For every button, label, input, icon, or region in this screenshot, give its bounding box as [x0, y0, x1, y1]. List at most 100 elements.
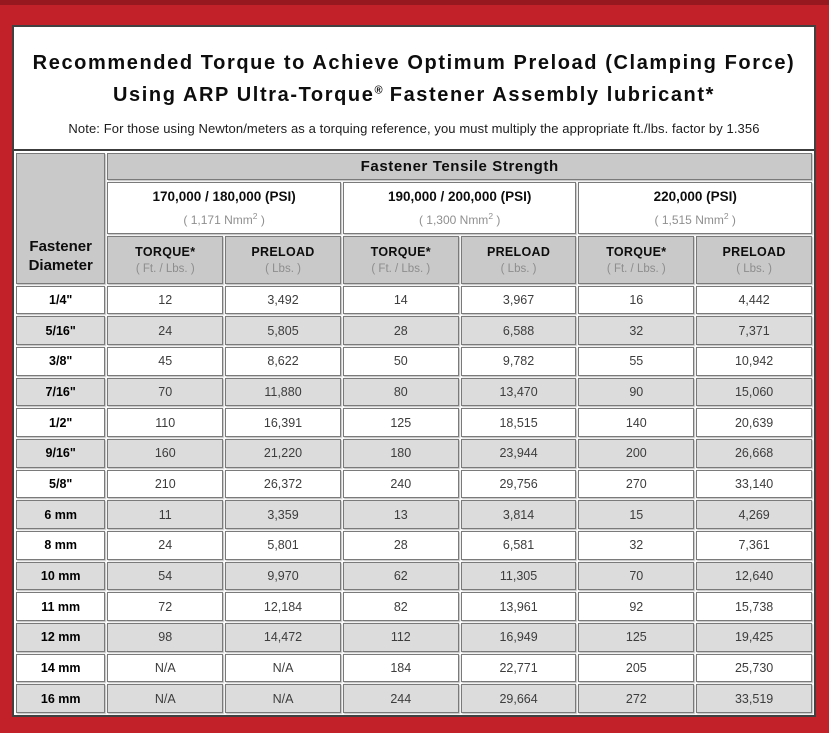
table-cell: 244: [342, 684, 459, 713]
table-cell: 9,782: [460, 347, 577, 376]
row-diameter-label: 5/8": [16, 469, 106, 499]
header-row-tensile: Fastener Diameter Fastener Tensile Streng…: [16, 152, 812, 284]
table-cell: 20,639: [696, 408, 812, 438]
table-row: 7/16" 70 11,880 80 13,470 90 15,060: [16, 377, 812, 407]
table-cell: 28: [342, 316, 459, 346]
table-cell: 15,738: [696, 592, 812, 621]
table-cell: 160: [107, 439, 224, 468]
torque-unit: ( Ft. / Lbs. ): [606, 262, 666, 275]
table-row: 1/4" 12 3,492 14 3,967 16 4,442: [16, 285, 812, 315]
table-cell: 26,372: [225, 469, 341, 499]
title-line1: Recommended Torque to Achieve Optimum Pr…: [32, 52, 796, 74]
table-row: 10 mm 54 9,970 62 11,305 70 12,640: [16, 561, 812, 591]
table-cell: 180: [342, 439, 459, 468]
table-cell: 70: [578, 561, 695, 591]
table-cell: 3,492: [225, 285, 341, 315]
row-diameter-label: 7/16": [16, 377, 106, 407]
nmm-label: ( 1,515 Nmm2 ): [581, 211, 809, 227]
torque-column-header: TORQUE* ( Ft. / Lbs. ): [578, 235, 695, 284]
table-cell: 3,814: [460, 500, 577, 530]
row-diameter-label: 1/4": [16, 285, 106, 315]
table-cell: 200: [578, 439, 695, 468]
table-cell: 4,442: [696, 285, 812, 315]
nmm-label: ( 1,300 Nmm2 ): [346, 211, 574, 227]
table-cell: 13: [342, 500, 459, 530]
nmm-close: ): [257, 212, 265, 227]
table-cell: 18,515: [460, 408, 577, 438]
table-row: 11 mm 72 12,184 82 13,961 92 15,738: [16, 592, 812, 621]
table-cell: 70: [107, 377, 224, 407]
table-cell: 125: [578, 623, 695, 652]
torque-label: TORQUE*: [370, 244, 431, 259]
row-diameter-label: 3/8": [16, 347, 106, 376]
table-cell: 45: [107, 347, 224, 376]
table-cell: 14,472: [225, 623, 341, 652]
table-cell: 272: [578, 684, 695, 713]
nmm-exponent: 2: [252, 210, 258, 221]
table-cell: 112: [342, 623, 459, 652]
table-cell: 7,371: [696, 316, 812, 346]
table-cell: 6,588: [460, 316, 577, 346]
table-cell: 25,730: [696, 653, 812, 683]
table-cell: 9,970: [225, 561, 341, 591]
table-cell: 22,771: [460, 653, 577, 683]
torque-column-header: TORQUE* ( Ft. / Lbs. ): [342, 235, 459, 284]
psi-group-190-200: 190,000 / 200,000 (PSI) ( 1,300 Nmm2 ): [342, 181, 577, 234]
table-cell: 32: [578, 316, 695, 346]
table-cell: 29,756: [460, 469, 577, 499]
table-cell: 72: [107, 592, 224, 621]
document-page: Recommended Torque to Achieve Optimum Pr…: [12, 25, 816, 717]
table-cell: 33,140: [696, 469, 812, 499]
row-diameter-label: 14 mm: [16, 653, 106, 683]
preload-unit: ( Lbs. ): [736, 262, 772, 275]
table-cell: 21,220: [225, 439, 341, 468]
table-cell: 3,359: [225, 500, 341, 530]
table-cell: 32: [578, 531, 695, 560]
title-line2-end: Fastener Assembly lubricant*: [382, 84, 716, 107]
preload-column-header: PRELOAD ( Lbs. ): [696, 235, 812, 284]
psi-group-170-180: 170,000 / 180,000 (PSI) ( 1,171 Nmm2 ): [107, 181, 341, 234]
table-cell: 140: [578, 408, 695, 438]
frame-top-shade: [0, 0, 829, 5]
preload-unit: ( Lbs. ): [265, 262, 301, 275]
psi-label: 170,000 / 180,000 (PSI): [152, 188, 296, 204]
nmm-label: ( 1,171 Nmm2 ): [110, 211, 338, 227]
psi-group-220: 220,000 (PSI) ( 1,515 Nmm2 ): [578, 181, 812, 234]
table-cell: 11,880: [225, 377, 341, 407]
psi-label: 190,000 / 200,000 (PSI): [387, 188, 532, 204]
row-diameter-label: 8 mm: [16, 531, 106, 560]
table-cell: 14: [342, 285, 459, 315]
nmm-close: ): [493, 212, 501, 227]
table-cell: 55: [578, 347, 695, 376]
table-cell: N/A: [107, 653, 224, 683]
table-cell: 33,519: [696, 684, 812, 713]
psi-label: 220,000 (PSI): [653, 188, 737, 204]
preload-label: PRELOAD: [486, 244, 551, 259]
nmm-value: ( 1,171 Nmm: [183, 212, 253, 227]
table-cell: 12,640: [696, 561, 812, 591]
header-row-psi: 170,000 / 180,000 (PSI) ( 1,171 Nmm2 ) 1…: [16, 181, 812, 234]
table-cell: 5,805: [225, 316, 341, 346]
table-cell: 3,967: [460, 285, 577, 315]
table-cell: 24: [107, 316, 224, 346]
table-cell: 12: [107, 285, 224, 315]
table-cell: 210: [107, 469, 224, 499]
table-cell: 13,961: [460, 592, 577, 621]
table-cell: 16: [578, 285, 695, 315]
table-cell: 80: [342, 377, 459, 407]
table-cell: 270: [578, 469, 695, 499]
table-cell: 98: [107, 623, 224, 652]
note-text: Note: For those using Newton/meters as a…: [68, 120, 760, 136]
preload-label: PRELOAD: [251, 244, 315, 259]
table-cell: 24: [107, 531, 224, 560]
table-cell: 15: [578, 500, 695, 530]
table-row: 12 mm 98 14,472 112 16,949 125 19,425: [16, 623, 812, 652]
table-cell: N/A: [225, 684, 341, 713]
table-cell: 90: [578, 377, 695, 407]
preload-column-header: PRELOAD ( Lbs. ): [460, 235, 577, 284]
preload-column-header: PRELOAD ( Lbs. ): [225, 235, 341, 284]
corner-header-line1: Fastener: [29, 237, 92, 255]
table-cell: 7,361: [696, 531, 812, 560]
nmm-value: ( 1,300 Nmm: [418, 212, 489, 227]
table-row: 1/2" 110 16,391 125 18,515 140 20,639: [16, 408, 812, 438]
